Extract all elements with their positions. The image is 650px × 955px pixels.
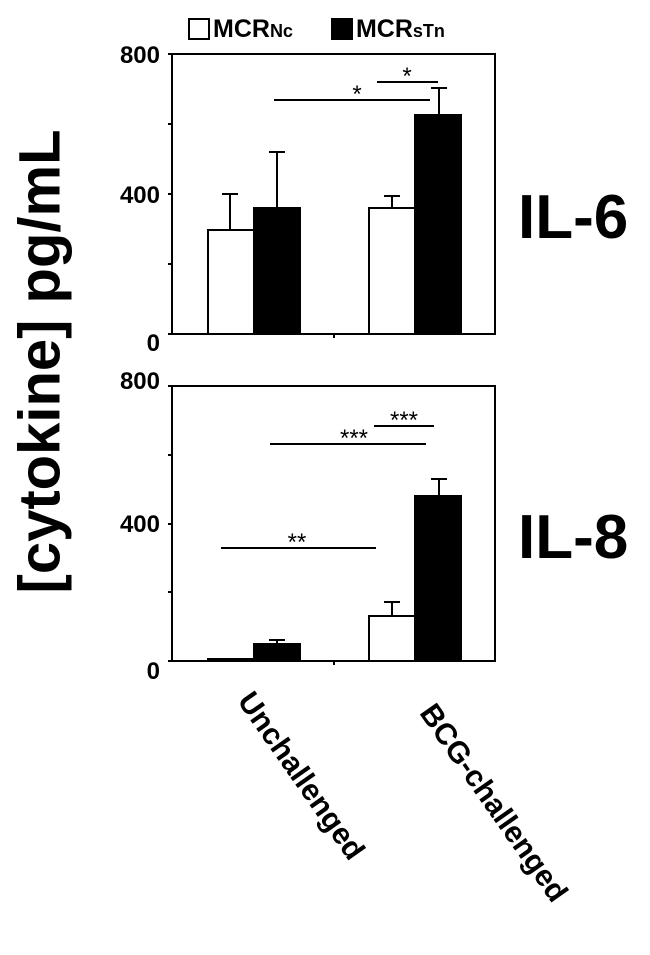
sig-stars-3: *** [390,407,418,434]
bar-il8-bcg-mcrnc [368,615,416,662]
legend-item-mcrstn: MCR sTn [330,14,445,44]
ytick-800: 800 [119,368,160,395]
legend-swatch-black [330,18,353,40]
legend-label-main: MCR [355,14,413,43]
bar-il6-unch-mcrnc [207,229,255,335]
bar-il8-unch-mcrstn [253,643,301,662]
legend-swatch-white [188,18,210,40]
ytick-800: 800 [119,42,160,69]
legend-label-main: MCR [213,14,270,43]
bar-il8-unch-mcrnc [207,658,255,662]
bar-il8-bcg-mcrstn [414,495,462,662]
ytick-400: 400 [119,511,160,538]
bar-il6-bcg-mcrnc [368,207,416,335]
sig-stars-2: ** [288,529,307,556]
legend: MCR Nc MCR sTn [188,14,483,44]
ytick-0: 0 [146,658,160,685]
sig-star: * [352,81,361,108]
legend-label-sub: sTn [412,20,445,41]
bar-il6-bcg-mcrstn [414,114,462,335]
panel-label-il6: IL-6 [518,183,629,252]
panel-label-il8: IL-8 [518,503,629,572]
legend-item-mcrnc: MCR Nc [188,15,293,44]
ytick-0: 0 [146,330,160,357]
ytick-400: 400 [119,182,160,209]
sig-star: * [402,63,411,90]
legend-label-sub: Nc [269,20,293,41]
bar-il6-unch-mcrstn [253,207,301,335]
sig-stars-3: *** [340,425,368,452]
